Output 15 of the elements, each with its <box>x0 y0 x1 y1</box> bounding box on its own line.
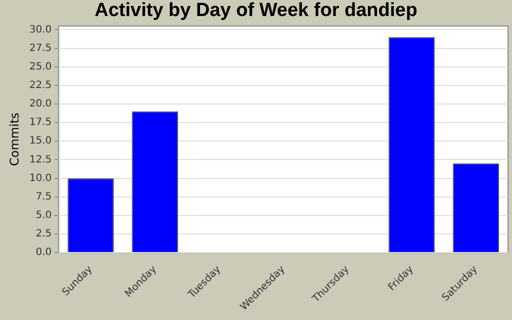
y-tick-label: 0.0 <box>36 247 52 258</box>
y-axis-title: Commits <box>7 112 22 166</box>
y-tick-label: 5.0 <box>36 210 52 222</box>
y-tick-label: 12.5 <box>29 154 52 166</box>
chart-title: Activity by Day of Week for dandiep <box>94 0 418 22</box>
y-tick-label: 20.0 <box>29 98 52 110</box>
y-tick-label: 10.0 <box>29 172 52 184</box>
y-tick-label: 27.5 <box>29 42 52 54</box>
y-tick-label: 7.5 <box>36 191 52 202</box>
y-tick-label: 25.0 <box>29 61 52 72</box>
y-tick-label: 15.0 <box>29 136 52 147</box>
y-tick-label: 22.5 <box>29 80 52 92</box>
y-tick-label: 17.5 <box>29 117 52 128</box>
y-tick-label: 2.5 <box>36 228 52 240</box>
y-tick-label: 30.0 <box>29 24 52 36</box>
